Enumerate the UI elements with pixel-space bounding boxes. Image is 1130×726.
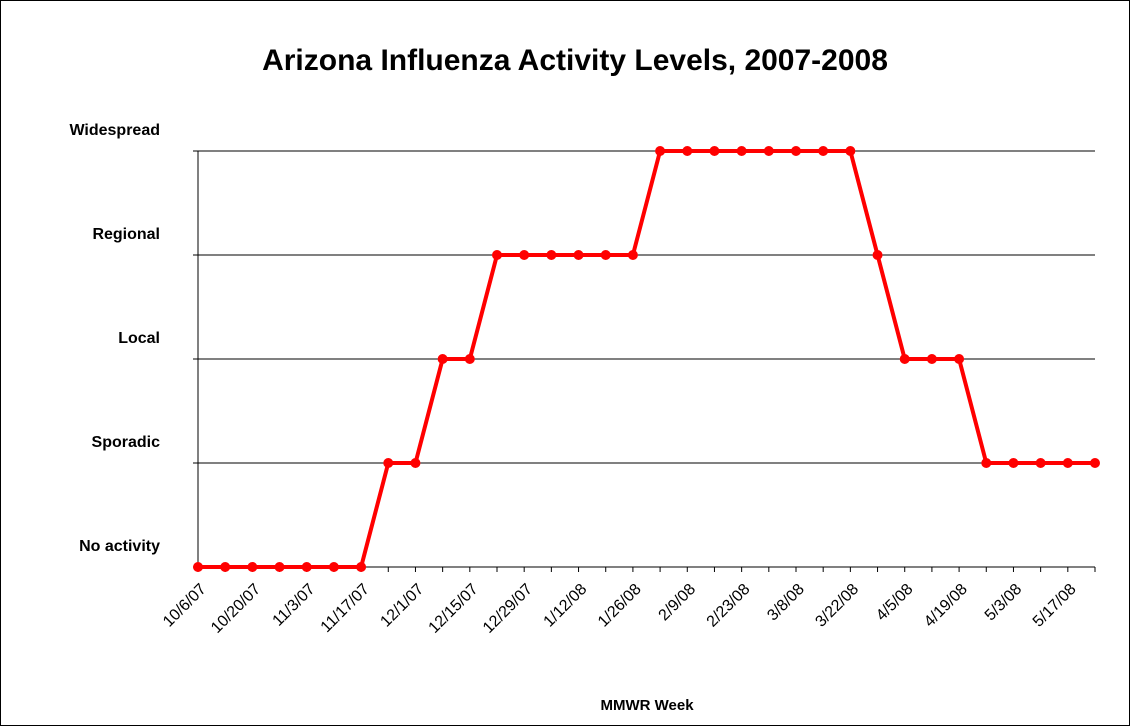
data-point	[573, 250, 584, 260]
data-point	[899, 354, 910, 364]
data-point	[492, 250, 502, 260]
data-point	[383, 458, 394, 468]
chart-title: Arizona Influenza Activity Levels, 2007-…	[262, 44, 888, 77]
data-point	[791, 146, 801, 156]
data-point	[274, 562, 285, 572]
data-point	[1035, 458, 1046, 468]
data-point	[1090, 458, 1100, 468]
y-tick-label: Widespread	[69, 122, 160, 139]
data-point	[1062, 458, 1073, 468]
data-point	[682, 146, 693, 156]
data-point	[981, 458, 992, 468]
data-point	[356, 562, 367, 572]
data-point	[546, 250, 557, 260]
data-point	[328, 562, 339, 572]
y-tick-label: No activity	[79, 538, 160, 555]
data-point	[763, 146, 774, 156]
data-point	[437, 354, 448, 364]
data-point	[818, 146, 829, 156]
y-tick-label: Sporadic	[92, 434, 161, 451]
data-point	[954, 354, 965, 364]
data-point	[736, 146, 747, 156]
y-tick-label: Regional	[92, 226, 160, 243]
data-point	[845, 146, 856, 156]
data-point	[410, 458, 421, 468]
data-point	[247, 562, 258, 572]
data-point	[1008, 458, 1019, 468]
data-point	[655, 146, 666, 156]
y-tick-label: Local	[118, 330, 160, 347]
data-point	[627, 250, 638, 260]
data-point	[193, 562, 203, 572]
data-point	[301, 562, 312, 572]
line-series	[198, 149, 1095, 569]
data-point	[464, 354, 475, 364]
data-point	[600, 250, 611, 260]
data-point	[709, 146, 720, 156]
data-point	[872, 250, 883, 260]
data-point	[220, 562, 231, 572]
data-point	[519, 250, 530, 260]
data-point	[926, 354, 937, 364]
x-axis-title: MMWR Week	[600, 697, 694, 714]
